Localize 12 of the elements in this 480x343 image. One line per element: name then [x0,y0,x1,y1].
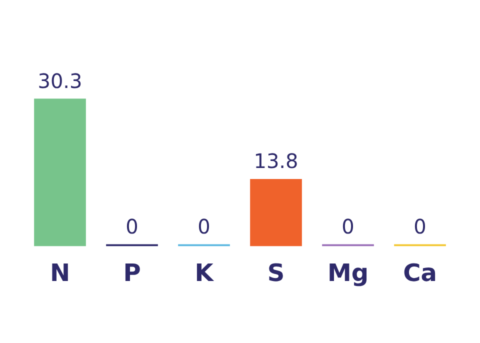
data-label: 0 [126,214,138,238]
x-tick-label: N [50,258,70,287]
x-tick-label: Ca [403,258,437,287]
data-label: 30.3 [38,68,82,93]
x-tick-label: Mg [327,258,369,287]
data-label: 0 [414,214,426,238]
data-label: 13.8 [254,149,298,174]
data-label: 0 [198,214,210,238]
x-tick-label: K [194,258,215,287]
data-label: 0 [342,214,354,238]
x-tick-label: S [267,258,285,287]
x-tick-label: P [123,258,141,287]
